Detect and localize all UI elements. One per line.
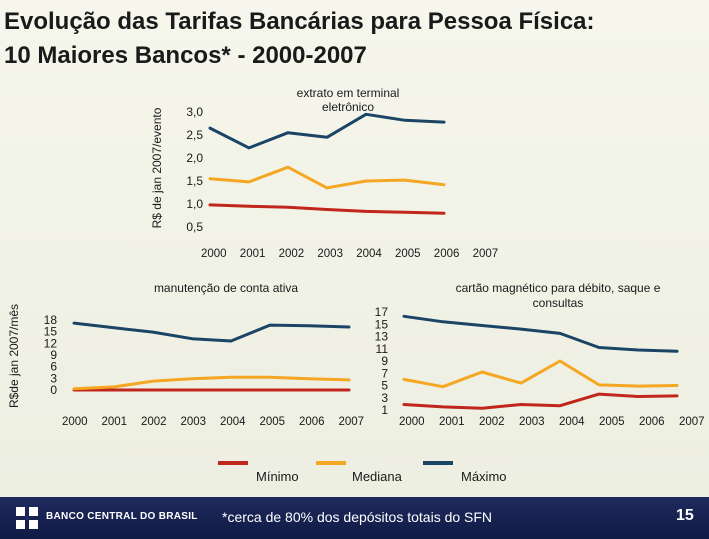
chart3-xtick-label: 2003 bbox=[519, 416, 545, 428]
chart3-ytick-label: 1 bbox=[381, 403, 388, 417]
chart2-ytick-label: 12 bbox=[44, 336, 58, 350]
chart3-title-line-2: consultas bbox=[533, 296, 584, 310]
chart2-ytick-label: 15 bbox=[44, 325, 58, 339]
chart2-series-mediana-line bbox=[72, 375, 351, 391]
footnote: *cerca de 80% dos depósitos totais do SF… bbox=[222, 509, 493, 525]
chart3-series-mediana-line bbox=[402, 359, 679, 389]
chart3-series-minimo-line bbox=[402, 392, 679, 410]
chart1-title-line-2: eletrônico bbox=[322, 100, 374, 114]
y-axis-label-month: R$de jan 2007/mês bbox=[7, 304, 21, 408]
chart3-ytick-label: 13 bbox=[375, 330, 389, 344]
chart3-ytick-label: 17 bbox=[375, 305, 389, 319]
footer-bar: BANCO CENTRAL DO BRASIL *cerca de 80% do… bbox=[0, 497, 709, 539]
chart1-ytick-label: 1,0 bbox=[186, 197, 203, 211]
chart3-series-maximo-line bbox=[402, 314, 679, 353]
chart1-xtick-label: 2002 bbox=[279, 248, 305, 260]
chart2-xtick-label: 2002 bbox=[141, 416, 167, 428]
chart2-xtick-label: 2005 bbox=[260, 416, 286, 428]
chart1-xtick-label: 2005 bbox=[395, 248, 421, 260]
page-title-line-2: 10 Maiores Bancos* - 2000-2007 bbox=[4, 42, 367, 69]
chart3-ytick-label: 3 bbox=[381, 391, 388, 405]
chart1-series-minimo-line bbox=[208, 203, 446, 215]
chart3-ytick-label: 7 bbox=[381, 366, 388, 380]
legend-label-mediana: Mediana bbox=[352, 469, 403, 484]
chart1-ytick-label: 0,5 bbox=[186, 220, 203, 234]
legend-label-maximo: Máximo bbox=[461, 469, 507, 484]
chart1-xtick-label: 2000 bbox=[201, 248, 227, 260]
chart3-ytick-label: 9 bbox=[381, 354, 388, 368]
chart1-series-mediana-line bbox=[208, 165, 446, 190]
chart3-xtick-label: 2000 bbox=[399, 416, 425, 428]
chart1-ytick-label: 2,5 bbox=[186, 128, 203, 142]
chart2-title-line-1: manutenção de conta ativa bbox=[154, 281, 298, 295]
chart2-series-maximo-line bbox=[72, 321, 351, 343]
chart3-xtick-label: 2005 bbox=[599, 416, 625, 428]
chart1-series-maximo-line bbox=[208, 112, 446, 150]
chart2-ytick-label: 3 bbox=[50, 371, 57, 385]
chart2-xtick-label: 2000 bbox=[62, 416, 88, 428]
chart3-xtick-label: 2006 bbox=[639, 416, 665, 428]
chart1-xtick-label: 2007 bbox=[473, 248, 499, 260]
chart2-ytick-label: 0 bbox=[50, 383, 57, 397]
chart2-xtick-label: 2003 bbox=[181, 416, 207, 428]
chart3-ytick-label: 15 bbox=[375, 317, 389, 331]
chart2-xtick-label: 2007 bbox=[339, 416, 365, 428]
chart3-xtick-label: 2002 bbox=[479, 416, 505, 428]
chart2-ytick-label: 9 bbox=[50, 348, 57, 362]
chart2-ytick-label: 6 bbox=[50, 360, 57, 374]
chart1-xtick-label: 2003 bbox=[317, 248, 343, 260]
legend-label-minimo: Mínimo bbox=[256, 469, 299, 484]
chart3-title-line-1: cartão magnético para débito, saque e bbox=[456, 281, 661, 295]
chart3-xtick-label: 2001 bbox=[439, 416, 465, 428]
page-title-line-1: Evolução das Tarifas Bancárias para Pess… bbox=[4, 8, 595, 35]
chart2-xtick-label: 2006 bbox=[299, 416, 325, 428]
chart2-xtick-label: 2001 bbox=[102, 416, 128, 428]
page-number: 15 bbox=[676, 507, 694, 524]
chart2-xtick-label: 2004 bbox=[220, 416, 246, 428]
chart3-ytick-label: 5 bbox=[381, 379, 388, 393]
chart1-xtick-label: 2006 bbox=[434, 248, 460, 260]
chart1-xtick-label: 2004 bbox=[356, 248, 382, 260]
bank-name: BANCO CENTRAL DO BRASIL bbox=[46, 511, 198, 522]
chart1-ytick-label: 3,0 bbox=[186, 105, 203, 119]
y-axis-label-event: R$ de jan 2007/evento bbox=[150, 107, 164, 228]
chart3-ytick-label: 11 bbox=[376, 342, 389, 356]
chart1-xtick-label: 2001 bbox=[240, 248, 266, 260]
chart2-ytick-label: 18 bbox=[44, 313, 58, 327]
chart3-xtick-label: 2007 bbox=[679, 416, 705, 428]
chart1-ytick-label: 1,5 bbox=[186, 174, 203, 188]
chart1-title-line-1: extrato em terminal bbox=[297, 86, 400, 100]
bcb-logo-icon bbox=[14, 505, 40, 531]
chart1-ytick-label: 2,0 bbox=[186, 151, 203, 165]
chart3-xtick-label: 2004 bbox=[559, 416, 585, 428]
